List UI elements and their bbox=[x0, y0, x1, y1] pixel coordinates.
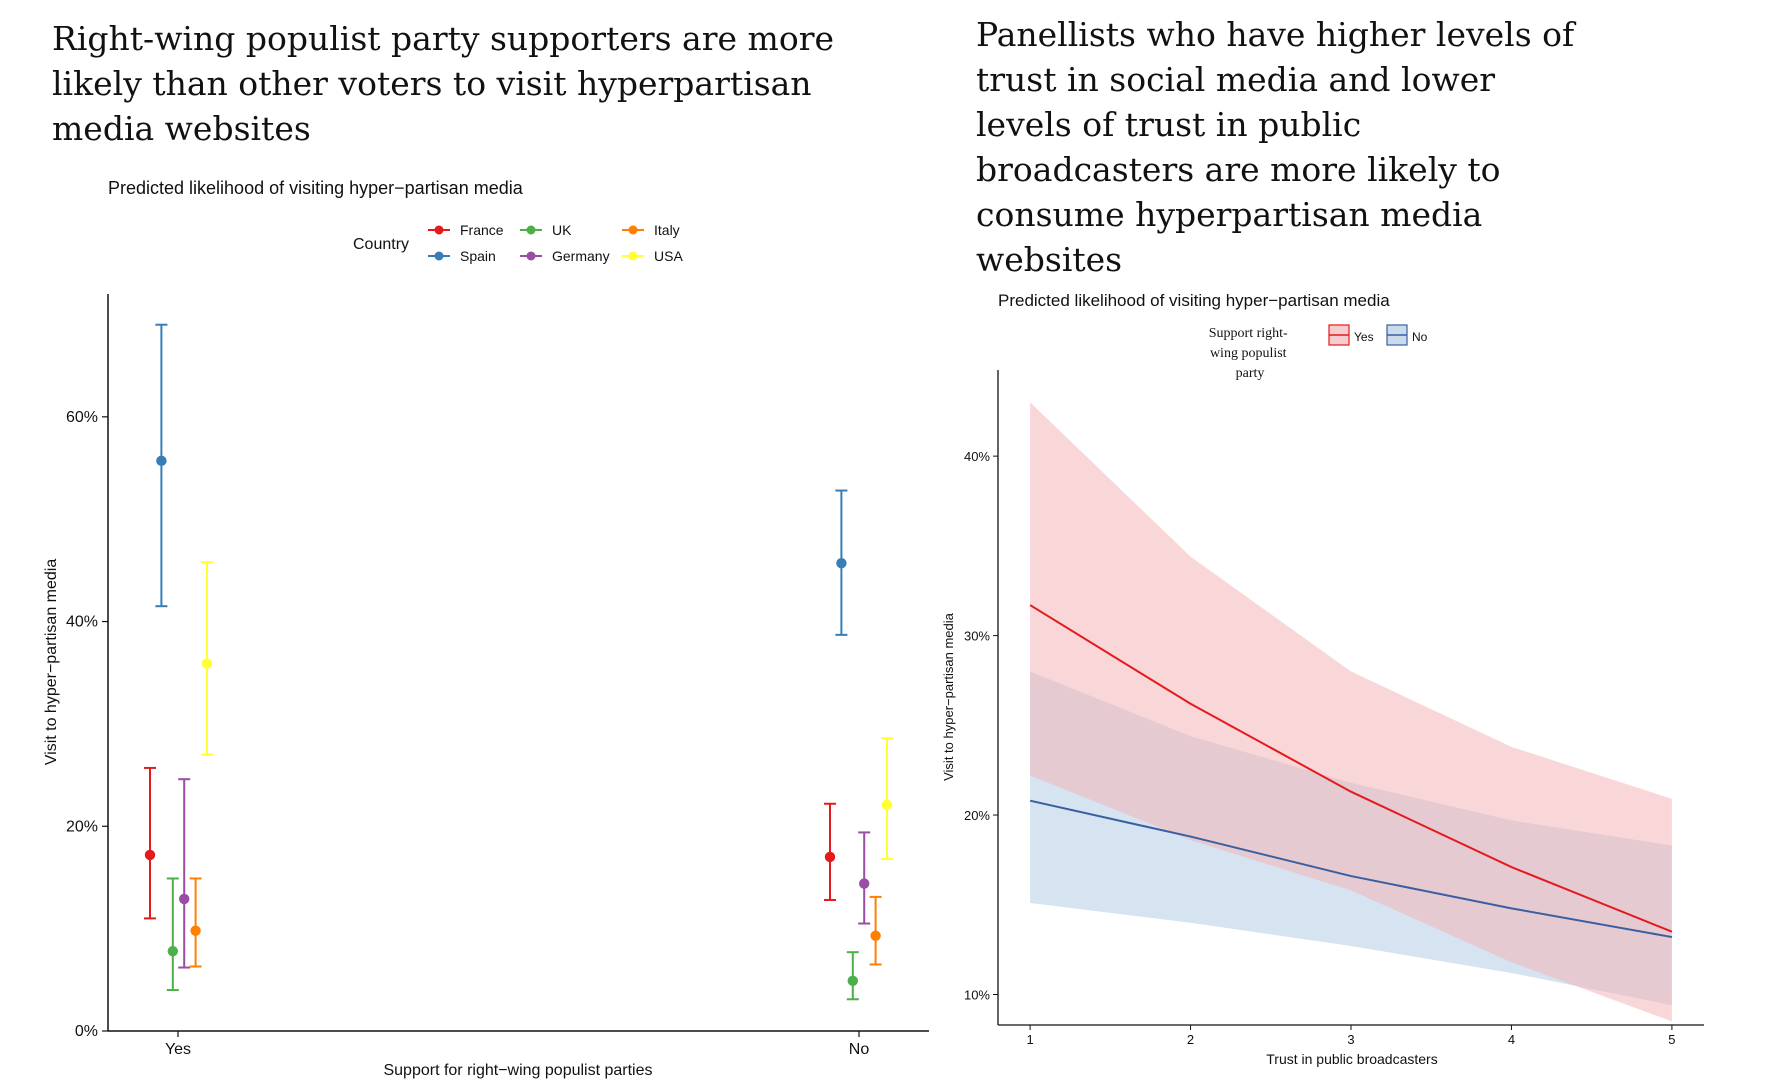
left-legend-title: Country bbox=[353, 236, 409, 253]
legend-item-italy: Italy bbox=[622, 222, 680, 238]
legend-item-spain: Spain bbox=[428, 248, 496, 264]
point-spain-yes bbox=[156, 455, 167, 467]
point-italy-yes bbox=[190, 925, 201, 936]
series-spain bbox=[155, 323, 848, 636]
point-france-yes bbox=[144, 849, 156, 861]
legend-label: UK bbox=[552, 222, 572, 238]
series-usa bbox=[201, 561, 893, 861]
series-france bbox=[144, 766, 836, 920]
right-x-tick-label: 4 bbox=[1508, 1032, 1515, 1047]
legend-item-yes: Yes bbox=[1328, 324, 1374, 346]
line-yes bbox=[1029, 604, 1673, 933]
legend-label: USA bbox=[654, 248, 683, 264]
right-legend-title: Support right- wing populist party bbox=[1209, 326, 1291, 381]
left-legend-items: France Spain UK Germany Italy USA bbox=[428, 222, 683, 264]
left-x-tick-label: Yes bbox=[165, 1041, 191, 1058]
series-uk bbox=[166, 877, 859, 1001]
point-usa-yes bbox=[201, 658, 213, 669]
right-x-tick-label: 5 bbox=[1668, 1032, 1675, 1047]
left-plot-area: 0% 20% 40% 60% Yes No bbox=[66, 294, 929, 1058]
legend-key-dot bbox=[434, 225, 444, 235]
legend-item-no: No bbox=[1386, 324, 1428, 346]
left-chart: Predicted likelihood of visiting hyper−p… bbox=[43, 178, 929, 1079]
right-y-axis-label: Visit to hyper−partisan media bbox=[941, 612, 956, 781]
right-chart: Predicted likelihood of visiting hyper−p… bbox=[941, 291, 1704, 1067]
legend-key-dot bbox=[434, 251, 444, 261]
left-y-tick-label: 0% bbox=[75, 1023, 98, 1040]
point-spain-no bbox=[836, 558, 847, 569]
point-italy-no bbox=[870, 930, 881, 942]
right-headline: Panellists who have higher levels of tru… bbox=[976, 15, 1575, 279]
series-germany bbox=[178, 778, 871, 969]
legend-key-dot bbox=[628, 225, 638, 235]
left-legend: Country France Spain UK Germany Italy USA bbox=[353, 222, 683, 264]
left-x-tick-label: No bbox=[849, 1041, 870, 1058]
left-y-tick-label: 40% bbox=[66, 614, 98, 631]
right-legend-items: Yes No bbox=[1328, 324, 1428, 346]
legend-item-uk: UK bbox=[520, 222, 572, 238]
left-y-tick-label: 60% bbox=[66, 409, 98, 426]
right-chart-title: Predicted likelihood of visiting hyper−p… bbox=[998, 291, 1390, 310]
point-germany-yes bbox=[179, 893, 190, 905]
legend-item-france: France bbox=[428, 222, 504, 238]
series-italy bbox=[189, 877, 882, 968]
left-y-axis-label: Visit to hyper−partisan media bbox=[43, 559, 60, 766]
legend-key-dot bbox=[526, 225, 536, 235]
legend-key-dot bbox=[628, 251, 638, 261]
left-x-axis-label: Support for right−wing populist parties bbox=[383, 1062, 652, 1079]
legend-label: Spain bbox=[460, 248, 496, 264]
legend-label: Yes bbox=[1354, 330, 1374, 344]
point-uk-no bbox=[847, 975, 858, 987]
right-y-tick-label: 20% bbox=[964, 808, 990, 823]
left-y-tick-label: 20% bbox=[66, 818, 98, 835]
right-legend: Support right- wing populist party Yes No bbox=[1209, 324, 1428, 381]
right-y-tick-label: 10% bbox=[964, 987, 990, 1002]
legend-key-dot bbox=[526, 251, 536, 261]
legend-label: No bbox=[1412, 330, 1428, 344]
right-x-tick-label: 1 bbox=[1026, 1032, 1033, 1047]
point-germany-no bbox=[859, 878, 870, 889]
left-chart-title: Predicted likelihood of visiting hyper−p… bbox=[108, 178, 524, 198]
right-x-axis-label: Trust in public broadcasters bbox=[1266, 1051, 1437, 1067]
left-headline: Right-wing populist party supporters are… bbox=[52, 19, 834, 148]
legend-label: France bbox=[460, 222, 504, 238]
right-y-tick-label: 40% bbox=[964, 449, 990, 464]
point-france-no bbox=[824, 851, 836, 863]
line-no bbox=[1029, 799, 1673, 939]
legend-label: Italy bbox=[654, 222, 680, 238]
legend-item-usa: USA bbox=[622, 248, 683, 264]
legend-item-germany: Germany bbox=[520, 248, 610, 264]
right-plot-area: 10% 20% 30% 40% 1 2 3 4 5 bbox=[964, 370, 1704, 1047]
right-y-tick-label: 30% bbox=[964, 629, 990, 644]
point-uk-yes bbox=[167, 945, 178, 957]
point-usa-no bbox=[881, 799, 893, 810]
right-x-tick-label: 3 bbox=[1347, 1032, 1354, 1047]
right-x-tick-label: 2 bbox=[1187, 1032, 1194, 1047]
legend-label: Germany bbox=[552, 248, 610, 264]
